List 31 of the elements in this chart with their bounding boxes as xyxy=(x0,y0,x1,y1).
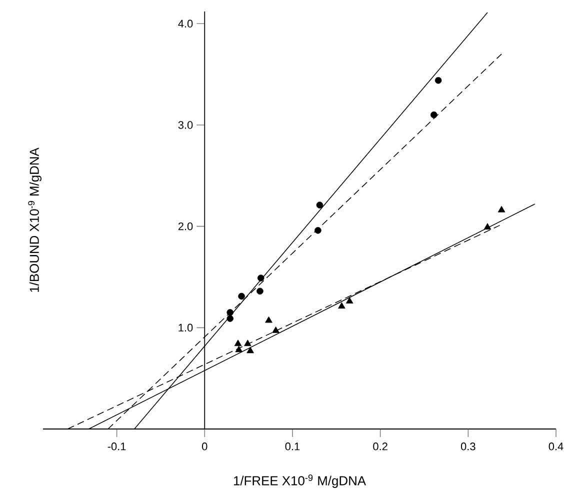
point xyxy=(272,326,280,333)
point xyxy=(265,316,272,323)
x-tick-label: -0.1 xyxy=(108,442,126,450)
point xyxy=(430,111,438,118)
y-tick-label: 1.0 xyxy=(178,324,193,332)
x-tick-label: 0.3 xyxy=(460,442,476,450)
point xyxy=(484,223,492,230)
y-tick-label: 2.0 xyxy=(178,222,193,230)
point xyxy=(244,340,252,346)
point xyxy=(234,340,242,346)
x-tick-label: 0.4 xyxy=(548,442,564,450)
point xyxy=(238,292,245,300)
point xyxy=(316,202,324,208)
x-tick-label: 0.2 xyxy=(373,442,388,450)
point xyxy=(226,315,234,322)
y-tick-label: 4.0 xyxy=(178,20,193,28)
point xyxy=(498,206,506,212)
point xyxy=(235,346,243,352)
x-axis-title: 1/FREE X10$^{-9}$ M/gDNA xyxy=(234,474,366,488)
point xyxy=(226,309,234,316)
point xyxy=(246,346,254,354)
x-tick-label: 0 xyxy=(202,442,208,450)
point xyxy=(256,288,264,295)
y-tick-label: 3.0 xyxy=(178,121,193,129)
point xyxy=(257,274,264,282)
point xyxy=(434,77,442,84)
y-axis-title: 1/BOUND X10$^{-9}$ M/gDNA xyxy=(28,148,42,292)
point xyxy=(346,297,354,304)
point xyxy=(314,226,322,234)
point xyxy=(338,302,346,309)
x-tick-label: 0.1 xyxy=(285,442,300,450)
